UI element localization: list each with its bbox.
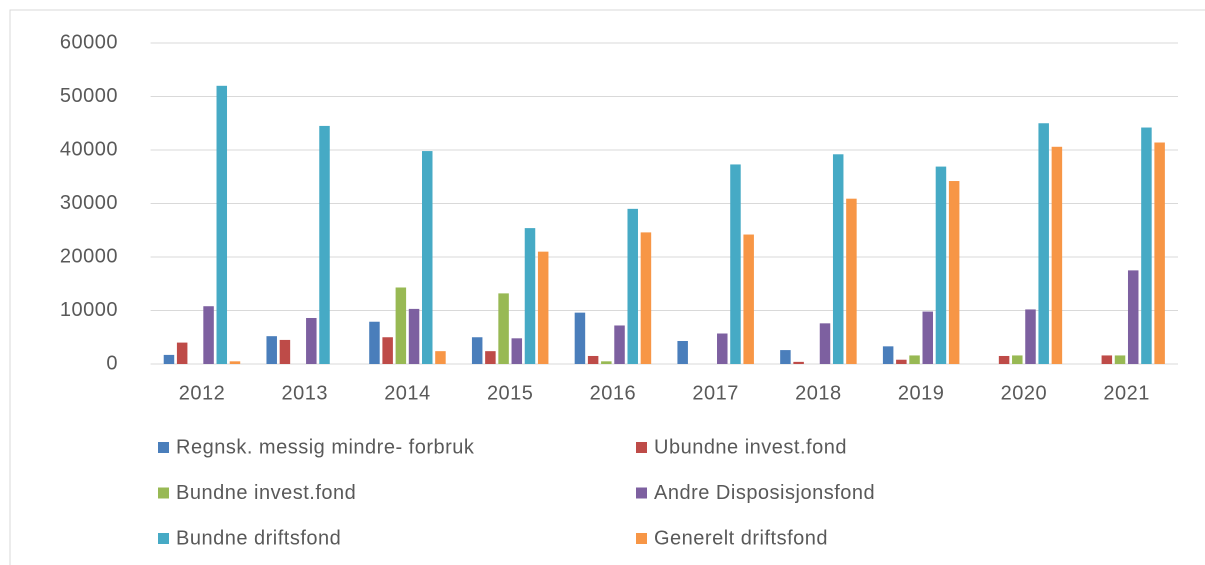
- bar: [640, 232, 652, 364]
- bar: [717, 333, 728, 364]
- bar: [471, 337, 483, 364]
- bar: [832, 154, 844, 364]
- y-tick-label: 30000: [60, 192, 118, 214]
- x-tick-label: 2013: [281, 382, 328, 404]
- bar: [743, 234, 754, 364]
- legend-swatch: [636, 442, 647, 453]
- x-tick-label: 2019: [898, 382, 945, 404]
- legend-label: Regnsk. messig mindre- forbruk: [176, 436, 475, 458]
- bar: [780, 350, 791, 364]
- chart-frame: [9, 9, 1205, 565]
- legend-swatch: [636, 533, 647, 544]
- legend-label: Bundne invest.fond: [176, 482, 356, 504]
- bar: [203, 306, 214, 364]
- x-tick-label: 2021: [1103, 382, 1150, 404]
- bar: [498, 293, 509, 364]
- bar: [395, 287, 407, 364]
- bar: [601, 361, 612, 364]
- bar: [266, 336, 277, 364]
- legend-swatch: [158, 533, 169, 544]
- x-tick-label: 2017: [692, 382, 739, 404]
- y-tick-label: 10000: [60, 299, 118, 321]
- bar: [1012, 355, 1023, 364]
- legend-label: Generelt driftsfond: [654, 527, 828, 549]
- legend-swatch: [158, 487, 169, 499]
- bar: [793, 361, 804, 364]
- bar: [627, 208, 638, 364]
- bar: [846, 198, 857, 364]
- bar: [163, 354, 175, 364]
- x-tick-label: 2014: [384, 382, 431, 404]
- bar: [229, 361, 241, 364]
- bar: [614, 325, 625, 364]
- bar: [1051, 146, 1063, 364]
- y-tick-label: 0: [106, 352, 118, 374]
- x-tick-label: 2012: [179, 382, 226, 404]
- bar: [1025, 309, 1036, 364]
- bar: [1154, 142, 1165, 364]
- bar: [948, 181, 960, 364]
- bar: [511, 338, 523, 364]
- bar: [1114, 355, 1126, 364]
- bar: [1101, 355, 1113, 364]
- bar: [819, 323, 831, 364]
- x-tick-label: 2015: [487, 382, 534, 404]
- bar: [435, 351, 446, 364]
- bar: [408, 308, 420, 364]
- bar: [935, 166, 947, 364]
- bar: [587, 355, 599, 364]
- bar: [485, 351, 496, 364]
- x-tick-label: 2018: [795, 382, 842, 404]
- bar: [422, 151, 433, 364]
- bar: [369, 321, 380, 364]
- legend-label: Ubundne invest.fond: [654, 436, 847, 458]
- legend-swatch: [636, 487, 647, 499]
- bar: [730, 164, 741, 364]
- bar: [896, 359, 907, 364]
- x-tick-label: 2020: [1001, 382, 1048, 404]
- y-tick-label: 20000: [60, 245, 118, 267]
- y-tick-label: 50000: [60, 85, 118, 107]
- bar: [1127, 270, 1139, 364]
- bar: [998, 355, 1010, 364]
- bar: [176, 342, 188, 364]
- bar: [1141, 127, 1152, 364]
- bar: [524, 228, 536, 364]
- legend-label: Andre Disposisjonsfond: [654, 482, 875, 504]
- bar: [537, 251, 549, 364]
- bar: [1038, 123, 1049, 364]
- x-tick-label: 2016: [590, 382, 637, 404]
- bar: [306, 317, 317, 364]
- bar: [882, 346, 894, 364]
- bar: [279, 339, 291, 364]
- bar: [382, 337, 393, 364]
- bar: [216, 85, 228, 365]
- bar: [909, 355, 920, 364]
- legend-swatch: [158, 442, 169, 453]
- y-tick-label: 40000: [60, 138, 118, 160]
- bar: [677, 340, 688, 364]
- y-tick-label: 60000: [60, 31, 118, 53]
- bar: [319, 125, 330, 364]
- bar: [574, 312, 586, 364]
- legend-label: Bundne driftsfond: [176, 527, 341, 549]
- bar: [922, 311, 933, 364]
